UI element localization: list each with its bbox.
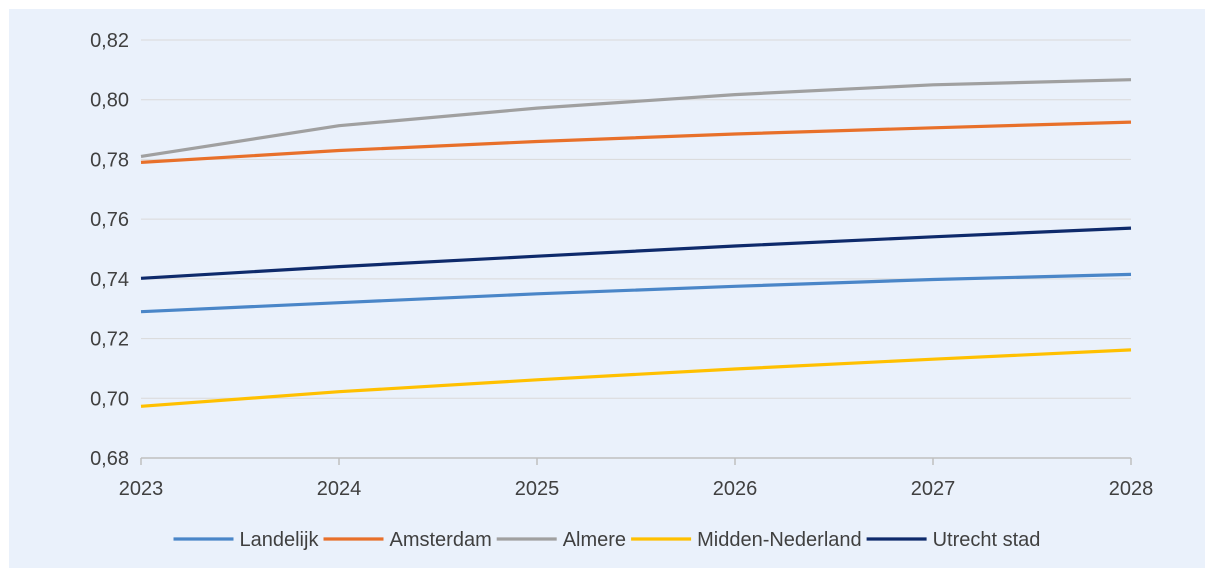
y-tick-label: 0,70 <box>90 388 129 410</box>
y-tick-label: 0,80 <box>90 90 129 112</box>
x-tick-label: 2027 <box>911 478 956 500</box>
x-tick-label: 2023 <box>119 478 164 500</box>
y-tick-label: 0,76 <box>90 209 129 231</box>
series-line-amsterdam <box>140 120 1132 164</box>
legend-item: Landelijk <box>173 529 320 551</box>
y-tick-label: 0,74 <box>90 269 129 291</box>
legend-label: Amsterdam <box>390 529 492 551</box>
x-tick-label: 2025 <box>515 478 560 500</box>
y-tick-label: 0,68 <box>90 448 129 470</box>
legend-item: Utrecht stad <box>866 529 1041 551</box>
chart-panel: 0,68 0,70 0,72 0,74 0,76 0,78 0,80 0,82 2023 2024… <box>9 9 1205 568</box>
series-line-midden-nederland <box>140 348 1132 408</box>
series-line-utrecht-stad <box>140 226 1132 280</box>
y-tick-label: 0,78 <box>90 149 129 171</box>
line-chart: 0,68 0,70 0,72 0,74 0,76 0,78 0,80 0,82 2023 2024… <box>90 30 1153 551</box>
gridlines <box>141 39 1131 399</box>
legend-label: Almere <box>563 529 626 551</box>
series-line-almere <box>140 78 1132 158</box>
legend: Landelijk Amsterdam Almere Midden-Nederland… <box>173 529 1041 551</box>
legend-label: Landelijk <box>240 529 320 551</box>
series-lines <box>140 78 1132 408</box>
x-tick-label: 2028 <box>1109 478 1154 500</box>
legend-label: Utrecht stad <box>933 529 1041 551</box>
x-tick-label: 2026 <box>713 478 758 500</box>
legend-label: Midden-Nederland <box>697 529 862 551</box>
legend-item: Midden-Nederland <box>631 529 862 551</box>
legend-item: Amsterdam <box>323 529 492 551</box>
legend-item: Almere <box>496 529 626 551</box>
y-tick-label: 0,82 <box>90 30 129 52</box>
y-tick-label: 0,72 <box>90 329 129 351</box>
axes: 0,68 0,70 0,72 0,74 0,76 0,78 0,80 0,82 2023 2024… <box>90 30 1153 500</box>
x-tick-label: 2024 <box>317 478 362 500</box>
series-line-landelijk <box>140 272 1132 314</box>
